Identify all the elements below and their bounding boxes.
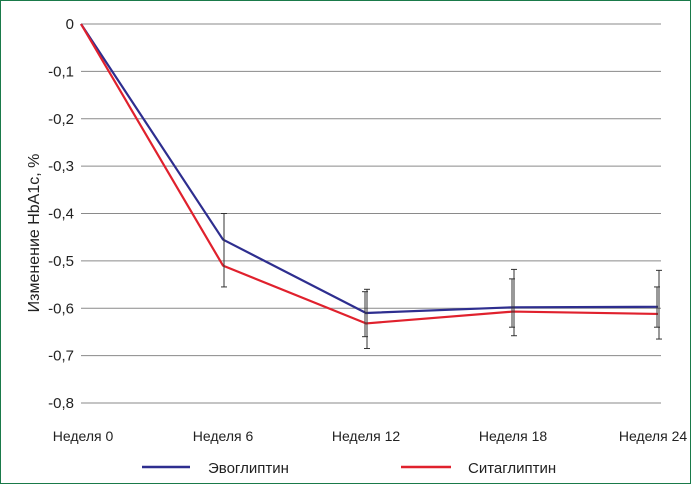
series-lines bbox=[80, 23, 659, 325]
y-tick-label: -0,4 bbox=[48, 206, 74, 223]
series-line-0 bbox=[80, 23, 659, 315]
x-tick-labels: Неделя 0 Неделя 6 Неделя 12 Неделя 18 Неделя… bbox=[53, 428, 688, 444]
legend-label-series-0: Эвоглиптин bbox=[208, 460, 289, 477]
error-bars bbox=[221, 213, 662, 350]
series-line-1 bbox=[80, 23, 659, 325]
x-tick-label: Неделя 12 bbox=[332, 428, 401, 444]
y-tick-label: -0,7 bbox=[48, 348, 74, 365]
y-tick-label: -0,3 bbox=[48, 158, 74, 175]
legend-label-series-1: Ситаглиптин bbox=[468, 460, 556, 477]
y-tick-label: -0,1 bbox=[48, 63, 74, 80]
x-tick-label: Неделя 18 bbox=[479, 428, 548, 444]
y-tick-label: -0,2 bbox=[48, 111, 74, 128]
gridlines bbox=[81, 23, 661, 404]
y-tick-label: -0,6 bbox=[48, 300, 74, 317]
x-tick-label: Неделя 0 bbox=[53, 428, 114, 444]
y-tick-label: 0 bbox=[66, 16, 74, 33]
y-tick-label: -0,8 bbox=[48, 395, 74, 412]
y-axis-label: Изменение HbA1c, % bbox=[26, 154, 43, 313]
x-tick-label: Неделя 6 bbox=[193, 428, 254, 444]
legend: Эвоглиптин Ситаглиптин bbox=[142, 460, 556, 477]
x-tick-label: Неделя 24 bbox=[619, 428, 688, 444]
y-tick-label: -0,5 bbox=[48, 253, 74, 270]
y-tick-labels: 0 -0,1 -0,2 -0,3 -0,4 -0,5 -0,6 -0,7 -0,8 bbox=[48, 16, 74, 412]
